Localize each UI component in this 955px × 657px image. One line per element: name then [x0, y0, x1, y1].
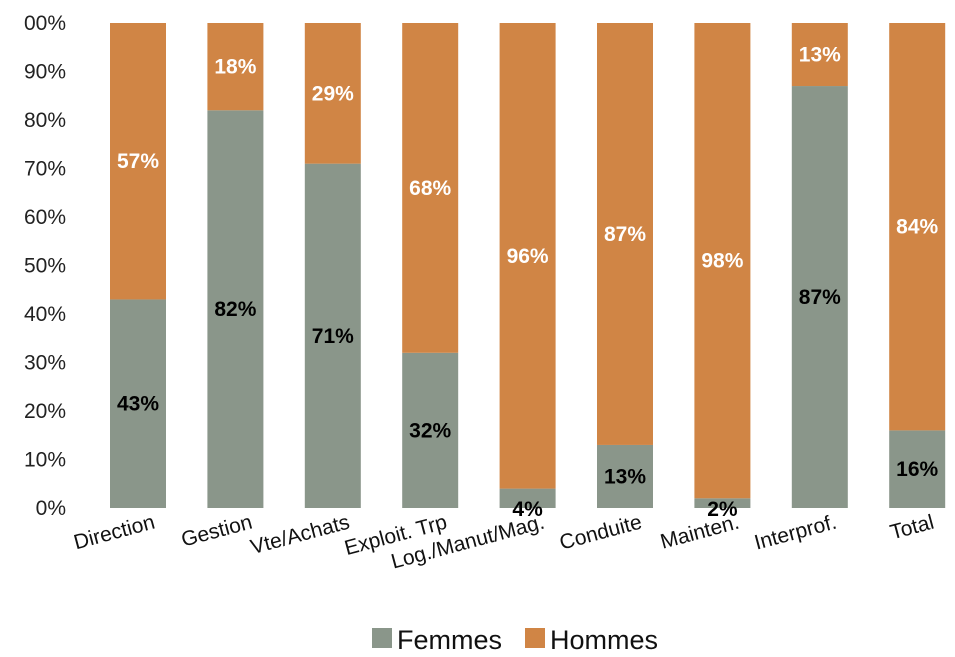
y-tick-label: 70%	[24, 158, 66, 181]
bar-hommes	[402, 23, 459, 353]
bar-hommes	[791, 23, 848, 87]
y-tick-label: 40%	[24, 303, 66, 326]
data-label-hommes: 57%	[117, 150, 159, 173]
y-tick-label: 0%	[36, 497, 66, 520]
data-label-hommes: 68%	[409, 177, 451, 200]
data-label-femmes: 2%	[707, 498, 738, 521]
y-tick-label: 60%	[24, 206, 66, 229]
bar-hommes	[499, 23, 556, 489]
data-label-hommes: 87%	[604, 223, 646, 246]
y-tick-label: 00%	[24, 12, 66, 35]
legend-swatch-femmes	[372, 628, 392, 648]
y-tick-label: 90%	[24, 61, 66, 84]
x-category-label: Total	[888, 511, 937, 545]
legend-label-femmes: Femmes	[397, 625, 502, 655]
bar-femmes	[207, 110, 264, 509]
data-label-femmes: 32%	[409, 419, 451, 442]
data-label-femmes: 43%	[117, 393, 159, 416]
bars	[110, 23, 946, 509]
bar-femmes	[110, 299, 166, 508]
y-tick-label: 10%	[24, 449, 66, 472]
data-label-femmes: 4%	[512, 498, 543, 521]
data-label-hommes: 96%	[507, 245, 549, 268]
y-tick-label: 80%	[24, 109, 66, 132]
y-tick-label: 20%	[24, 400, 66, 423]
bar-femmes	[791, 86, 848, 509]
legend-label-hommes: Hommes	[550, 625, 658, 655]
bar-femmes	[402, 352, 459, 508]
bar-femmes	[304, 163, 361, 508]
data-label-femmes: 87%	[799, 286, 841, 309]
bar-hommes	[597, 23, 653, 445]
bar-hommes	[207, 23, 264, 111]
data-label-hommes: 13%	[799, 44, 841, 67]
y-tick-label: 50%	[24, 255, 66, 278]
data-label-hommes: 98%	[701, 250, 743, 273]
y-tick-label: 30%	[24, 352, 66, 375]
data-label-femmes: 16%	[896, 458, 938, 481]
x-category-label: Conduite	[557, 511, 644, 555]
data-label-hommes: 84%	[896, 216, 938, 239]
bar-hommes	[889, 23, 946, 431]
bar-femmes	[694, 498, 751, 508]
data-label-femmes: 82%	[214, 298, 256, 321]
data-label-femmes: 13%	[604, 465, 646, 488]
x-category-label: Mainten.	[658, 511, 742, 554]
bar-femmes	[597, 444, 653, 508]
data-labels: 43% 57% 82% 18% 71% 29% 32% 68% 4% 96% 13% 87% 2% 98%…	[117, 44, 939, 521]
x-category-label: Vte/Achats	[248, 511, 352, 560]
bar-femmes	[499, 488, 556, 508]
data-label-hommes: 29%	[312, 82, 354, 105]
legend: Femmes Hommes	[372, 625, 658, 655]
bar-femmes	[889, 430, 946, 508]
data-label-femmes: 71%	[312, 325, 354, 348]
bar-hommes	[110, 23, 166, 300]
y-axis: 0% 10% 20% 30% 40% 50% 60% 70% 80% 90% 00%	[24, 12, 66, 520]
bar-hommes	[694, 23, 751, 499]
x-category-label: Direction	[71, 511, 157, 555]
x-category-label: Interprof.	[752, 511, 839, 555]
bar-hommes	[304, 23, 361, 164]
legend-swatch-hommes	[525, 628, 545, 648]
x-category-label: Gestion	[179, 511, 255, 552]
data-label-hommes: 18%	[214, 56, 256, 79]
